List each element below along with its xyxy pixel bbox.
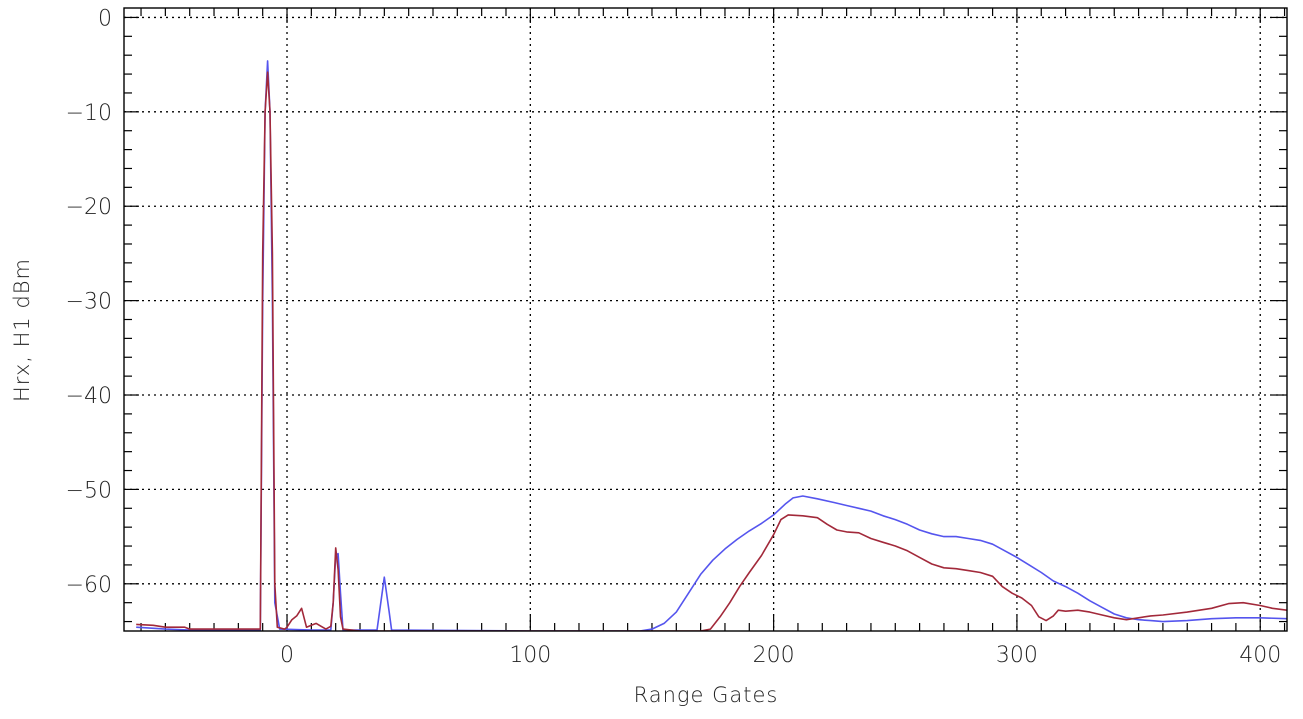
x-tick-label: 200 xyxy=(753,643,795,668)
y-tick-label: −40 xyxy=(66,384,112,409)
series-lines xyxy=(136,60,1287,631)
plot-frame xyxy=(123,7,1288,632)
x-tick-label: 400 xyxy=(1239,643,1281,668)
y-tick-label: 0 xyxy=(98,6,112,31)
y-axis-label: Hrx, H1 dBm xyxy=(10,258,34,402)
axis-ticks xyxy=(124,8,1287,631)
y-tick-label: −10 xyxy=(66,101,112,126)
series-line-2 xyxy=(136,71,1287,631)
x-tick-label: 100 xyxy=(509,643,551,668)
y-tick-label: −50 xyxy=(66,478,112,503)
y-tick-label: −30 xyxy=(66,290,112,315)
x-axis-label: Range Gates xyxy=(634,683,779,707)
series-line-1 xyxy=(136,60,1287,631)
x-tick-label: 300 xyxy=(996,643,1038,668)
y-tick-label: −60 xyxy=(66,573,112,598)
x-tick-labels: 0 100 200 300 400 xyxy=(280,643,1281,668)
y-tick-labels: 0 −10 −20 −30 −40 −50 −60 xyxy=(66,6,112,597)
grid-lines xyxy=(124,8,1287,631)
y-tick-label: −20 xyxy=(66,195,112,220)
x-tick-label: 0 xyxy=(280,643,294,668)
